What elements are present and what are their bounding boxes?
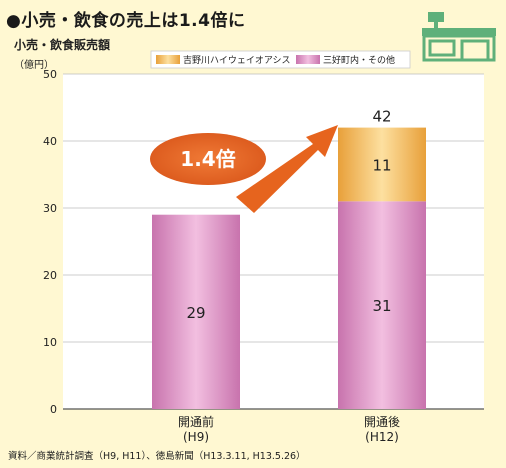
legend-swatch-miyoshi <box>296 55 320 64</box>
bar-value-label: 29 <box>186 304 205 322</box>
x-tick-sublabel: (H9) <box>183 430 209 444</box>
y-tick-label: 40 <box>43 135 57 148</box>
y-tick-label: 20 <box>43 269 57 282</box>
bar-segment <box>338 127 426 202</box>
bar-value-label: 11 <box>372 156 391 174</box>
bar-segment <box>338 201 426 409</box>
convenience-store-icon <box>422 12 496 62</box>
legend-label-miyoshi: 三好町内・その他 <box>323 54 395 66</box>
legend: 吉野川ハイウェイオアシス 三好町内・その他 <box>150 50 411 69</box>
legend-label-yoshinogawa: 吉野川ハイウェイオアシス <box>183 55 290 66</box>
legend-box <box>150 50 411 69</box>
y-tick-label: 50 <box>43 68 57 81</box>
increase-arrow <box>236 125 338 213</box>
chart-title: ●小売・飲食の売上は1.4倍に <box>6 11 246 31</box>
annotation-label: 1.4倍 <box>180 147 235 171</box>
bar-segment <box>152 214 240 409</box>
x-tick-sublabel: (H12) <box>365 430 399 444</box>
x-tick-label: 開通後 <box>364 415 400 429</box>
legend-swatch-yoshinogawa <box>156 55 180 64</box>
y-axis-label: 小売・飲食販売額 <box>14 38 111 52</box>
bar-value-label: 31 <box>372 297 391 315</box>
y-tick-label: 30 <box>43 202 57 215</box>
y-axis-unit: （億円） <box>14 60 54 71</box>
source-note: 資料／商業統計調査（H9, H11）、徳島新聞（H13.3.11, H13.5.… <box>8 451 306 462</box>
annotation-bubble <box>150 133 266 185</box>
y-tick-label: 0 <box>50 403 57 416</box>
x-tick-label: 開通前 <box>178 414 214 429</box>
bar-total-label: 42 <box>372 108 391 126</box>
y-tick-label: 10 <box>43 336 57 349</box>
